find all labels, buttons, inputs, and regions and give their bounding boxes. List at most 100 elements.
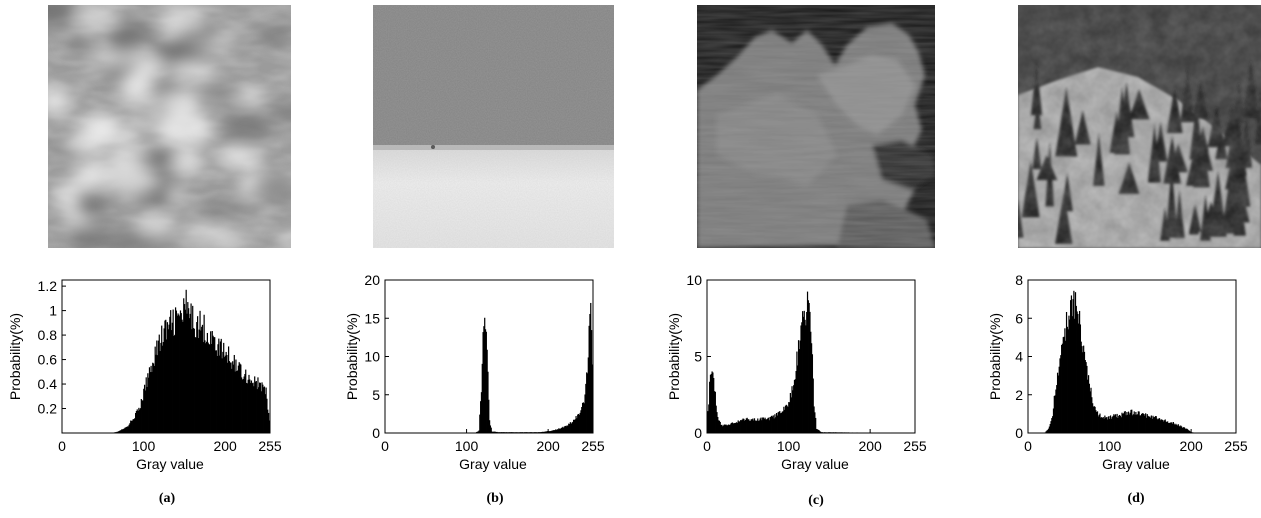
histogram-bar [204,340,206,433]
histogram-bar [167,329,169,433]
histogram-bar [1105,417,1107,433]
y-tick-label: 20 [364,272,380,288]
histogram-bar [182,321,184,433]
histogram-bar [241,377,243,433]
histogram-bar [253,386,255,433]
histogram-bar [150,365,152,433]
x-tick-label: 100 [777,438,801,454]
histogram-bar [1063,336,1065,433]
x-tick-label: 255 [903,438,927,454]
histogram-bar [162,342,164,433]
histogram-bar [564,425,567,433]
histogram-bar [731,422,734,433]
histogram-bar [1099,413,1101,433]
histogram-bar [740,420,743,433]
x-axis-label: Gray value [136,456,204,472]
histogram-bar [1080,341,1082,433]
histogram-bar [1057,375,1059,433]
histogram-bar [176,315,178,433]
histogram-bar [1162,421,1165,433]
histogram-bars [111,289,270,433]
histogram-bar [784,405,787,433]
histogram-bar [120,430,122,433]
histogram-bar [200,330,202,433]
histogram-bar [1141,413,1144,433]
histogram-bar [542,431,544,433]
histogram-bar [1081,346,1083,433]
histogram-bar [1151,418,1153,433]
histogram-bar [712,372,714,433]
histogram-bar [1147,415,1149,433]
histogram-bar [268,420,270,433]
histogram-bar [1047,428,1050,433]
histogram-bar [118,431,120,433]
histogram-bar [231,368,233,433]
histogram-bar [178,314,180,433]
histogram-bar [1107,416,1109,433]
histogram-bar [245,369,247,433]
histogram-bar [201,326,203,433]
y-tick-label: 6 [1015,310,1023,326]
histogram-bar [1144,415,1146,433]
histogram-bar [1115,417,1117,433]
histogram-bar [734,422,736,433]
histogram-bar [1093,406,1095,433]
histogram-bar [1140,415,1142,433]
histogram-bar [758,420,761,433]
histogram-bar [258,387,260,433]
histogram-bar [227,346,230,433]
histogram-bar [146,386,148,433]
histogram-bar [1053,395,1055,433]
histogram-bar [801,322,803,433]
histogram-bar [811,354,814,433]
histogram-bar [254,376,256,433]
histogram-bar [753,420,755,433]
histogram-bar [776,415,778,433]
histogram-bar [1157,419,1159,433]
histogram-bar [1122,413,1124,433]
histogram-bar [1137,411,1139,433]
histogram-bar [816,429,818,433]
histogram-bar [1108,416,1110,433]
histogram-bar [125,427,127,433]
histogram-bar [725,424,727,433]
histogram-bar [775,412,778,433]
histogram-bar [1142,413,1144,433]
histogram-bar [1069,319,1071,433]
histogram-bar [1098,414,1100,433]
histogram-bar [237,365,239,433]
histogram-bar [1065,340,1067,433]
histogram-bar [479,414,481,433]
histogram-bar [259,382,262,433]
histogram-bar [559,428,561,433]
histogram-bar [143,388,145,433]
histogram-bar [1086,365,1088,433]
histogram-bar [757,420,760,433]
histogram-bar [134,418,136,433]
histogram-bar [1101,417,1103,433]
histogram-bar [568,423,570,433]
panel-label-c: (c) [808,493,824,508]
x-axis-label: Gray value [1102,456,1170,472]
histogram-bar [261,382,263,433]
histogram-bar [553,430,555,433]
histogram-bar [767,417,769,433]
histogram-bar [1060,355,1062,433]
histogram-bar [245,382,248,433]
histogram-bar [1095,410,1097,433]
histogram-bar [577,414,579,433]
y-axis-label: Probability(%) [666,313,682,400]
x-tick-label: 100 [455,438,479,454]
histogram-bar [1129,412,1131,433]
histogram-bar [124,427,126,433]
histogram-bar [1118,414,1121,433]
photo-b [373,5,614,248]
histogram-bar [1134,414,1136,433]
histogram-bar [193,328,195,433]
histogram-bar [713,377,715,433]
histogram-bar [486,349,488,433]
histogram-bar [555,429,558,433]
histogram-bar [1161,419,1163,433]
histogram-bar [1087,375,1090,433]
histogram-bar [246,383,248,433]
